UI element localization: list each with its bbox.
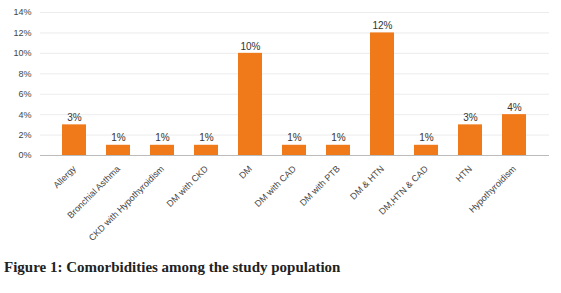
svg-text:DM: DM [237, 164, 254, 181]
svg-text:Bronchial Asthma: Bronchial Asthma [65, 163, 122, 221]
svg-text:3%: 3% [67, 112, 82, 123]
svg-text:DM with CAD: DM with CAD [253, 163, 299, 209]
svg-text:1%: 1% [287, 132, 302, 143]
svg-text:Hypothyroidism: Hypothyroidism [467, 164, 518, 215]
svg-text:1%: 1% [199, 132, 214, 143]
svg-text:CKD with Hypothyroidism: CKD with Hypothyroidism [87, 164, 166, 243]
svg-text:1%: 1% [111, 132, 126, 143]
svg-text:1%: 1% [419, 132, 434, 143]
html-text:Figure 1: Comorbidities among: Figure 1: Comorbidities among the study … [4, 259, 341, 275]
svg-text:Allergy: Allergy [51, 163, 78, 190]
svg-text:DM with PTB: DM with PTB [298, 164, 342, 208]
svg-text:DM & HTN: DM & HTN [348, 164, 386, 202]
svg-text:1%: 1% [331, 132, 346, 143]
svg-text:4%: 4% [507, 102, 522, 113]
svg-text:HTN: HTN [454, 164, 474, 184]
svg-text:8%: 8% [18, 69, 31, 79]
svg-text:12%: 12% [372, 20, 392, 31]
svg-text:12%: 12% [13, 28, 31, 38]
svg-text:14%: 14% [13, 7, 31, 17]
svg-text:4%: 4% [18, 110, 31, 120]
svg-text:10%: 10% [13, 48, 31, 58]
svg-text:10%: 10% [240, 41, 260, 52]
svg-text:2%: 2% [18, 130, 31, 140]
svg-text:1%: 1% [155, 132, 170, 143]
svg-text:3%: 3% [463, 112, 478, 123]
svg-text:DM with CKD: DM with CKD [165, 163, 211, 209]
svg-text:0%: 0% [18, 150, 31, 160]
svg-text:DM,HTN & CAD: DM,HTN & CAD [377, 163, 430, 216]
svg-text:6%: 6% [18, 89, 31, 99]
